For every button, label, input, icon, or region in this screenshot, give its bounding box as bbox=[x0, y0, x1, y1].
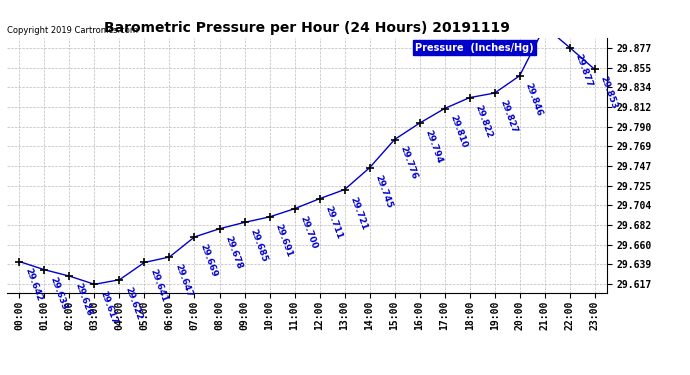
Text: 29.877: 29.877 bbox=[574, 53, 594, 89]
Text: 29.669: 29.669 bbox=[199, 243, 219, 278]
Text: 29.776: 29.776 bbox=[399, 145, 420, 181]
Text: 29.678: 29.678 bbox=[224, 234, 244, 270]
Text: 29.622: 29.622 bbox=[124, 285, 144, 321]
Title: Barometric Pressure per Hour (24 Hours) 20191119: Barometric Pressure per Hour (24 Hours) … bbox=[104, 21, 510, 35]
Text: 29.711: 29.711 bbox=[324, 204, 344, 240]
Text: 29.641: 29.641 bbox=[148, 268, 169, 304]
Text: 29.700: 29.700 bbox=[299, 214, 319, 250]
Text: 29.822: 29.822 bbox=[474, 103, 494, 139]
Text: 29.745: 29.745 bbox=[374, 173, 394, 209]
Text: 29.633: 29.633 bbox=[48, 275, 69, 311]
Text: 29.721: 29.721 bbox=[348, 195, 369, 231]
Text: 29.626: 29.626 bbox=[74, 282, 94, 317]
Text: Pressure  (Inches/Hg): Pressure (Inches/Hg) bbox=[415, 43, 534, 52]
Text: Copyright 2019 Cartronics.com: Copyright 2019 Cartronics.com bbox=[7, 26, 138, 35]
Text: 29.810: 29.810 bbox=[448, 114, 469, 150]
Text: 29.900: 29.900 bbox=[0, 374, 1, 375]
Text: 29.691: 29.691 bbox=[274, 222, 294, 258]
Text: 29.827: 29.827 bbox=[499, 99, 519, 135]
Text: 29.617: 29.617 bbox=[99, 290, 119, 326]
Text: 29.853: 29.853 bbox=[599, 75, 619, 111]
Text: 29.647: 29.647 bbox=[174, 262, 194, 298]
Text: 29.794: 29.794 bbox=[424, 129, 444, 165]
Text: 29.685: 29.685 bbox=[248, 228, 269, 264]
Text: 29.846: 29.846 bbox=[524, 81, 544, 117]
Text: 29.642: 29.642 bbox=[23, 267, 44, 303]
